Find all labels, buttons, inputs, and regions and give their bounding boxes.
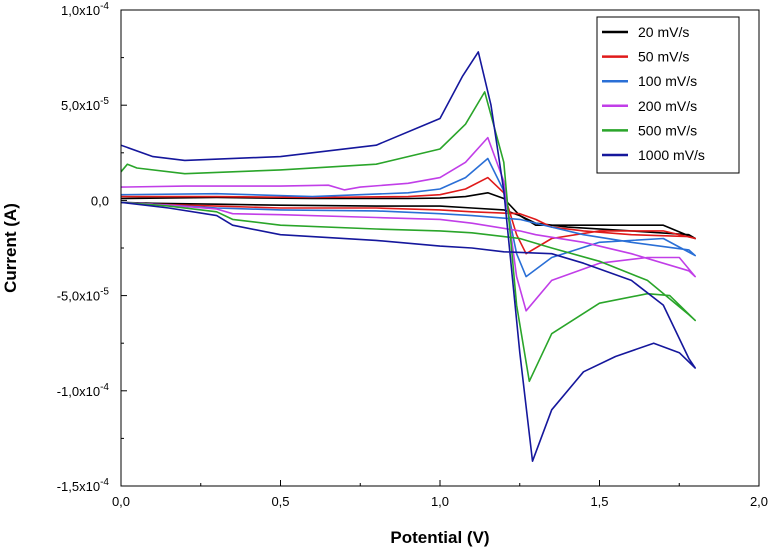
y-tick-label: 5,0x10-5 bbox=[61, 96, 109, 113]
x-axis: 0,0 0,5 1,0 1,5 2,0 bbox=[112, 480, 768, 509]
legend-label: 200 mV/s bbox=[638, 98, 697, 114]
series-line-2 bbox=[121, 176, 697, 255]
x-axis-title: Potential (V) bbox=[390, 528, 489, 547]
legend-label: 100 mV/s bbox=[638, 73, 697, 89]
x-tick-label: 1,0 bbox=[431, 494, 449, 509]
y-tick-label: -1,0x10-4 bbox=[57, 382, 110, 399]
y-tick-label: -1,5x10-4 bbox=[57, 477, 110, 494]
legend: 20 mV/s 50 mV/s 100 mV/s 200 mV/s 500 mV/s 10… bbox=[596, 16, 740, 174]
x-tick-label: 0,5 bbox=[271, 494, 289, 509]
y-axis: 1,0x10-4 5,0x10-5 0,0 -5,0x10-5 -1,0x10-4 -1,… bbox=[57, 1, 127, 494]
series-layer bbox=[121, 51, 697, 463]
legend-box bbox=[596, 16, 740, 174]
legend-label: 20 mV/s bbox=[638, 24, 689, 40]
series-line-6 bbox=[121, 51, 697, 463]
series-line-3 bbox=[121, 157, 697, 278]
legend-label: 1000 mV/s bbox=[638, 147, 705, 163]
y-tick-label: -5,0x10-5 bbox=[57, 287, 110, 304]
series-line-5 bbox=[121, 91, 697, 383]
y-tick-label: 1,0x10-4 bbox=[61, 1, 109, 18]
legend-label: 50 mV/s bbox=[638, 49, 689, 65]
y-axis-title: Current (A) bbox=[1, 203, 20, 293]
x-tick-label: 0,0 bbox=[112, 494, 130, 509]
legend-label: 500 mV/s bbox=[638, 122, 697, 138]
x-tick-label: 1,5 bbox=[590, 494, 608, 509]
series-line-4 bbox=[121, 136, 697, 312]
x-tick-label: 2,0 bbox=[750, 494, 768, 509]
y-tick-label: 0,0 bbox=[91, 193, 109, 208]
